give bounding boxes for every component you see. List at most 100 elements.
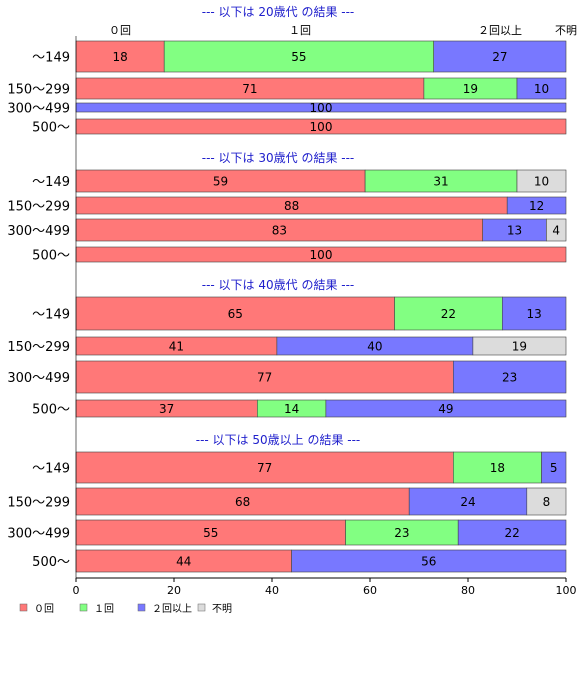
- bar-segment: [452, 360, 567, 394]
- bar-segment: [516, 77, 567, 100]
- bar-segment: [291, 549, 567, 573]
- category-label: ～149: [32, 308, 70, 323]
- category-label: ～149: [32, 51, 70, 66]
- x-tick-label: 80: [461, 584, 475, 597]
- data-label: 14: [284, 402, 299, 416]
- legend-swatch: [137, 603, 146, 612]
- bar-segment: [472, 336, 567, 356]
- category-label: ～149: [32, 175, 70, 190]
- category-label: 300～499: [7, 224, 70, 239]
- bar-segment: [546, 218, 567, 242]
- data-label: 55: [291, 50, 306, 64]
- category-label: 150～299: [7, 200, 70, 215]
- data-label: 100: [310, 120, 333, 134]
- data-label: 77: [257, 461, 272, 475]
- data-label: 37: [159, 402, 174, 416]
- category-label: ～149: [32, 462, 70, 477]
- group-title: --- 以下は 20歳代 の結果 ---: [202, 5, 355, 19]
- column-label: 不明: [555, 24, 577, 37]
- data-label: 100: [310, 248, 333, 262]
- bar-segment: [433, 40, 567, 73]
- bar-segment: [394, 296, 503, 331]
- data-label: 100: [310, 101, 333, 115]
- category-label: 150～299: [7, 496, 70, 511]
- group-title: --- 以下は 40歳代 の結果 ---: [202, 278, 355, 292]
- data-label: 71: [242, 82, 257, 96]
- bar-segment: [163, 40, 434, 73]
- data-label: 59: [213, 175, 228, 189]
- bar-segment: [506, 196, 567, 215]
- data-label: 55: [203, 526, 218, 540]
- data-label: 18: [112, 50, 127, 64]
- data-label: 40: [367, 340, 382, 354]
- data-label: 49: [438, 402, 453, 416]
- group-title: --- 以下は 30歳代 の結果 ---: [202, 151, 355, 165]
- data-label: 18: [490, 461, 505, 475]
- x-tick-label: 60: [363, 584, 377, 597]
- category-label: 150～299: [7, 340, 70, 355]
- bar-segment: [526, 487, 567, 516]
- data-label: 22: [504, 526, 519, 540]
- data-label: 83: [272, 224, 287, 238]
- data-label: 27: [492, 50, 507, 64]
- data-label: 19: [463, 82, 478, 96]
- category-label: 150～299: [7, 83, 70, 98]
- category-label: 500～: [32, 249, 70, 264]
- data-label: 4: [552, 224, 560, 238]
- x-tick-label: 20: [167, 584, 181, 597]
- bar-segment: [325, 399, 567, 418]
- bar-segment: [541, 451, 567, 484]
- category-label: 300～499: [7, 527, 70, 542]
- category-label: 500～: [32, 403, 70, 418]
- data-label: 23: [502, 371, 517, 385]
- bar-segment: [516, 169, 567, 193]
- x-tick-label: 100: [556, 584, 577, 597]
- x-tick-label: 40: [265, 584, 279, 597]
- category-label: 300～499: [7, 102, 70, 117]
- bar-segment: [75, 296, 395, 331]
- data-label: 10: [534, 82, 549, 96]
- column-label: ０回: [109, 24, 131, 37]
- bar-segment: [75, 40, 165, 73]
- bar-segment: [75, 360, 454, 394]
- bar-segment: [452, 451, 542, 484]
- category-label: 300～499: [7, 371, 70, 386]
- data-label: 88: [284, 199, 299, 213]
- bar-segment: [501, 296, 567, 331]
- category-label: 500～: [32, 121, 70, 136]
- bar-segment: [457, 519, 567, 546]
- group-title: --- 以下は 50歳以上 の結果 ---: [196, 433, 361, 447]
- bar-segment: [345, 519, 459, 546]
- data-label: 10: [534, 175, 549, 189]
- data-label: 5: [550, 461, 558, 475]
- legend-label: ０回: [34, 603, 54, 615]
- data-label: 22: [441, 307, 456, 321]
- data-label: 13: [507, 224, 522, 238]
- data-label: 19: [512, 340, 527, 354]
- data-label: 56: [421, 555, 436, 569]
- legend-label: 不明: [212, 603, 232, 615]
- data-label: 44: [176, 555, 191, 569]
- category-label: 500～: [32, 555, 70, 570]
- data-label: 13: [527, 307, 542, 321]
- data-label: 68: [235, 495, 250, 509]
- legend-swatch: [19, 603, 28, 612]
- data-label: 65: [228, 307, 243, 321]
- bar-segment: [75, 451, 454, 484]
- data-label: 77: [257, 371, 272, 385]
- data-label: 41: [169, 340, 184, 354]
- data-label: 8: [543, 495, 551, 509]
- legend-label: ２回以上: [152, 603, 192, 615]
- x-tick-label: 0: [73, 584, 80, 597]
- data-label: 24: [460, 495, 475, 509]
- legend-swatch: [79, 603, 88, 612]
- legend-swatch: [197, 603, 206, 612]
- data-label: 23: [394, 526, 409, 540]
- column-label: １回: [289, 24, 311, 37]
- data-label: 12: [529, 199, 544, 213]
- column-label: ２回以上: [478, 24, 522, 37]
- bar-segment: [408, 487, 528, 516]
- data-label: 31: [433, 175, 448, 189]
- legend-label: １回: [94, 603, 114, 615]
